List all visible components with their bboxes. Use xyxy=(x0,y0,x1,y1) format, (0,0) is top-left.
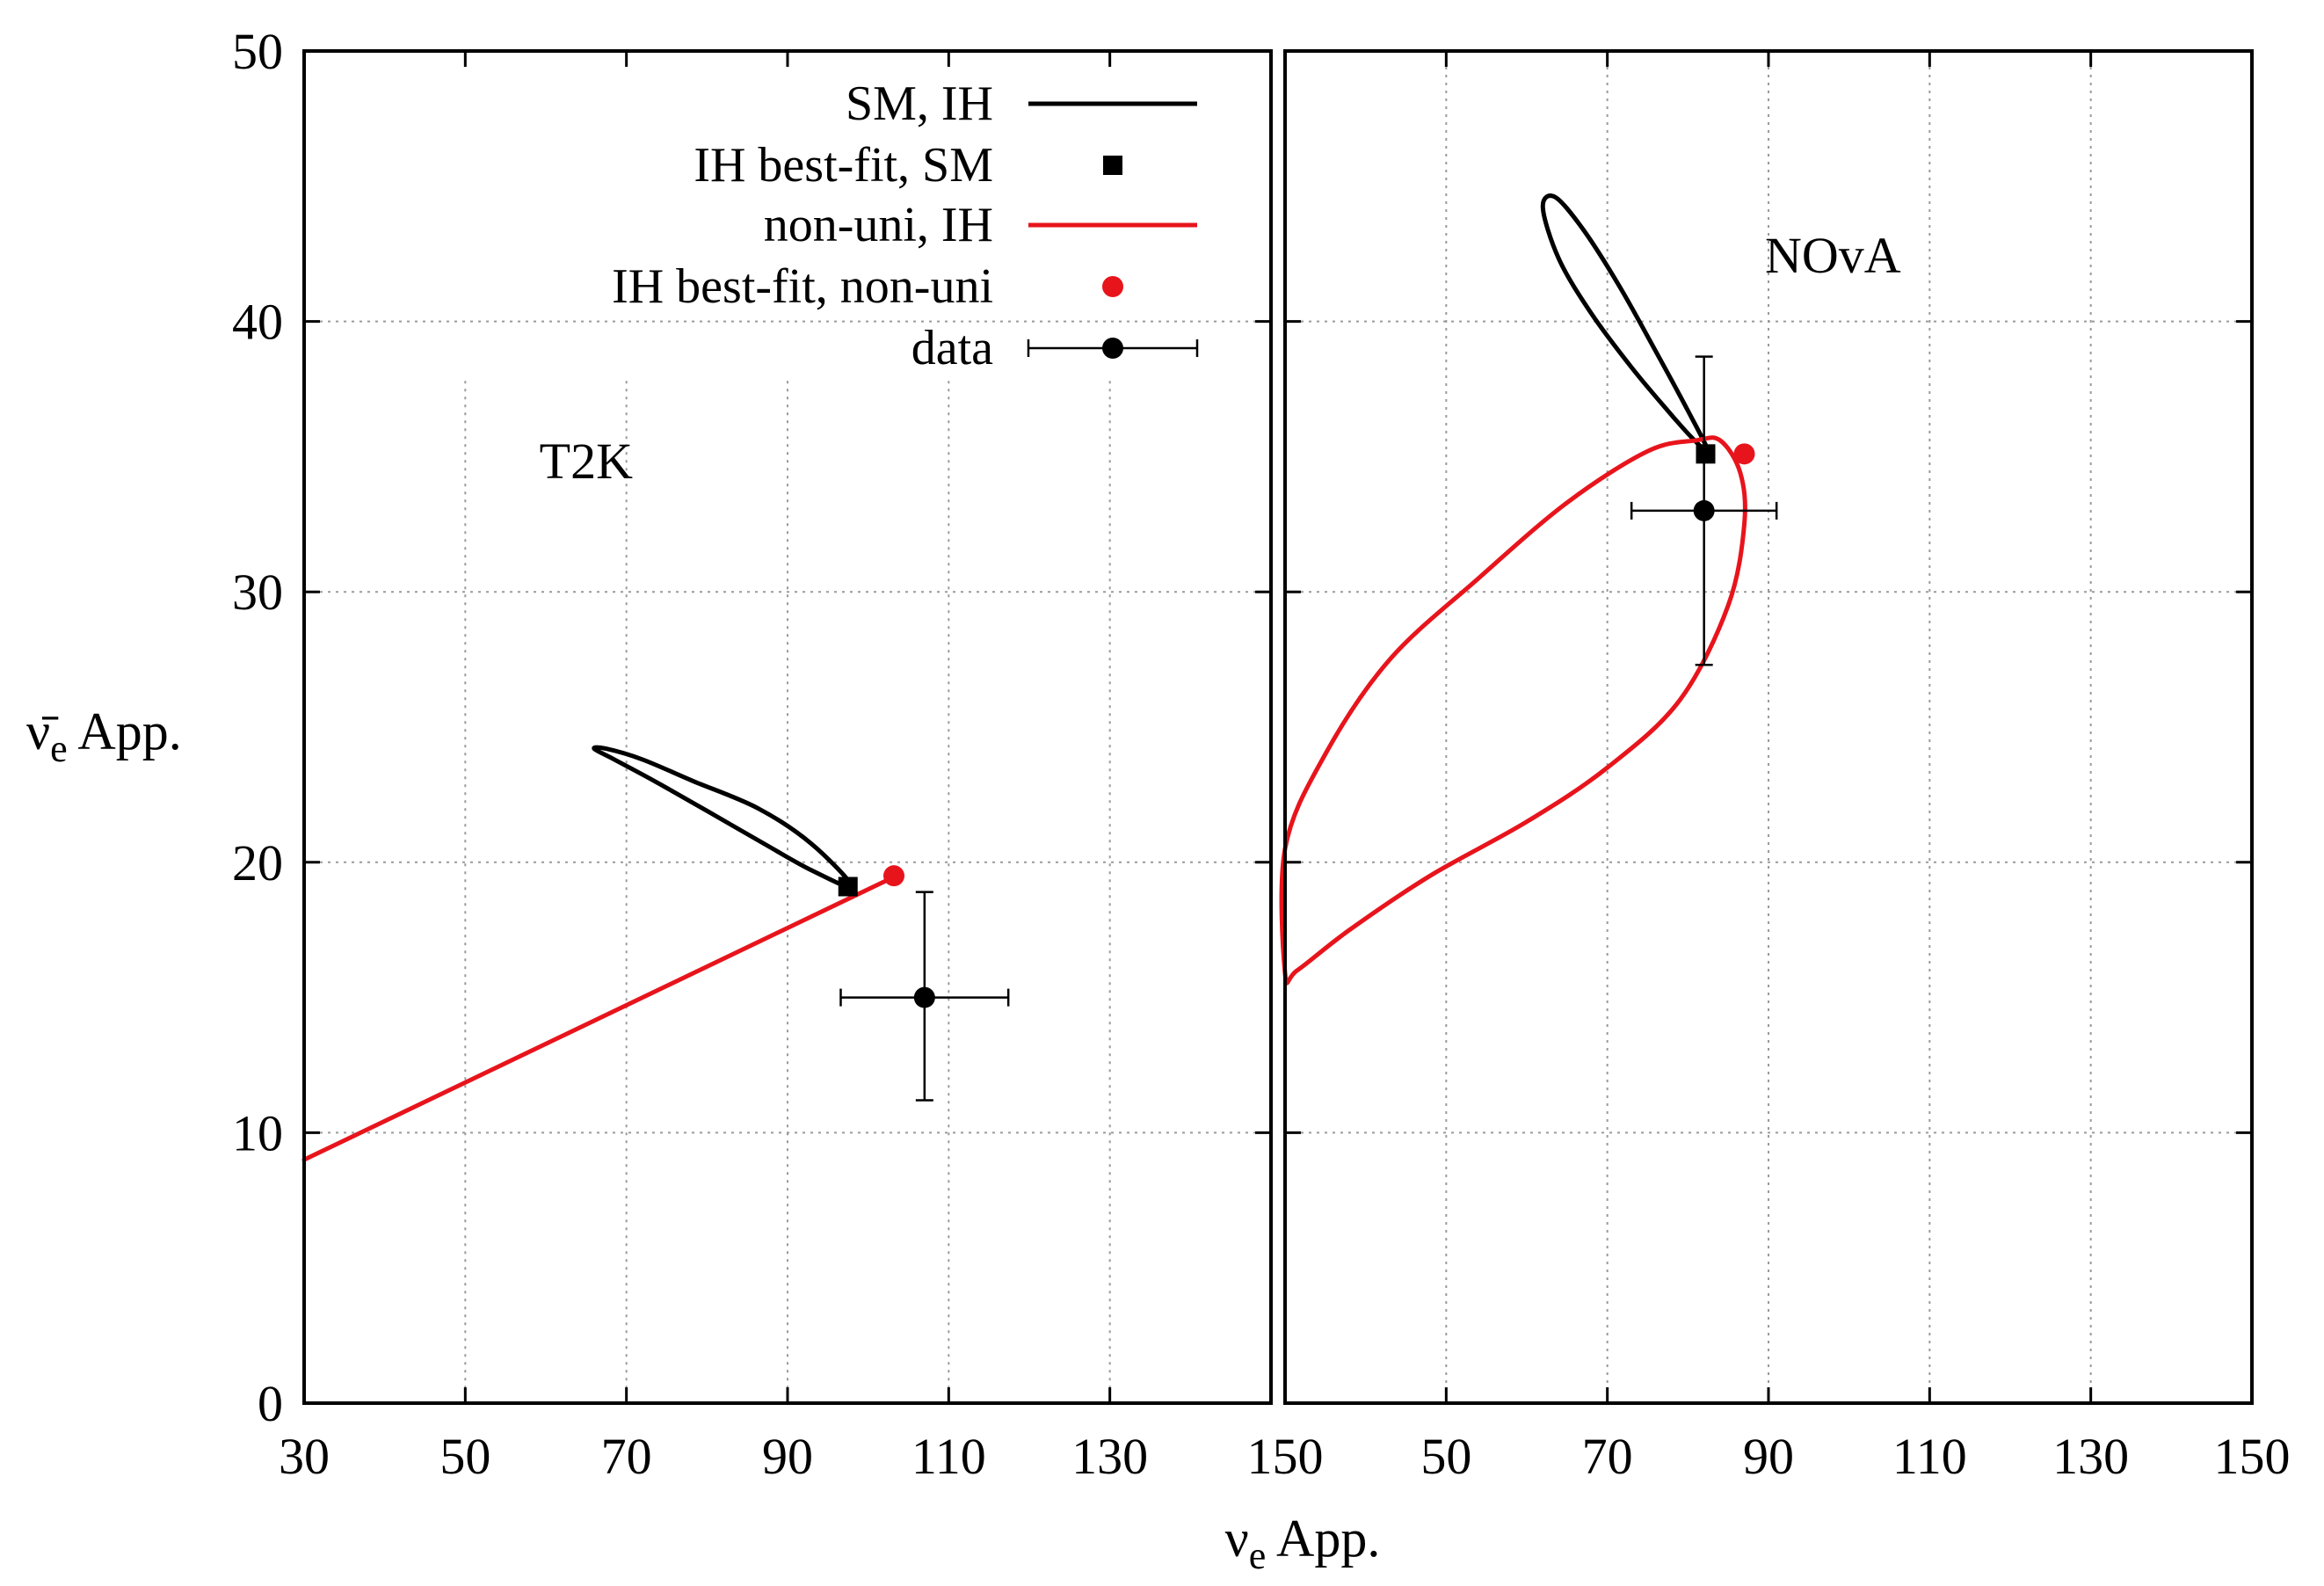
panel-nova-label: NOvA xyxy=(1765,227,1901,284)
legend-item-data: data xyxy=(911,321,1199,375)
panel-t2k-data-errorbar xyxy=(839,891,1010,1102)
panel-t2k-y-tick-label: 40 xyxy=(232,294,283,351)
panel-t2k-x-tick-label: 130 xyxy=(1071,1428,1148,1485)
panel-nova-frame xyxy=(1283,49,2254,1405)
y-axis-label-rest: App. xyxy=(68,702,182,760)
legend-errorbar-point xyxy=(1102,338,1123,359)
panel-t2k-frame xyxy=(302,49,1273,1405)
panel-t2k-sm-ih-closed-curve xyxy=(592,745,854,890)
legend-label: IH best-fit, SM xyxy=(694,138,993,193)
legend-item-ih-best-fit-non-uni: IH best-fit, non-uni xyxy=(612,259,1123,314)
panel-t2k-data-errorbar-point xyxy=(913,986,935,1008)
legend-label: IH best-fit, non-uni xyxy=(612,259,993,314)
legend-item-non-uni-ih: non-uni, IH xyxy=(764,198,1197,252)
data-layer xyxy=(301,193,1778,1162)
x-axis-label-rest: App. xyxy=(1266,1510,1380,1568)
legend-label: SM, IH xyxy=(846,76,993,131)
panel-t2k-y-tick-label: 30 xyxy=(232,564,283,621)
panel-nova-ih-best-fit-non-uni-marker-circle xyxy=(1733,443,1755,465)
panel-t2k-x-tick-label: 70 xyxy=(601,1428,652,1485)
y-axis-label-subscript: e xyxy=(50,727,68,770)
y-axis-label: ν̄e App. xyxy=(26,702,182,770)
panel-t2k-label: T2K xyxy=(540,433,633,490)
x-axis-label: νe App. xyxy=(1225,1510,1381,1577)
legend-item-sm-ih: SM, IH xyxy=(846,76,1197,131)
x-axis-label-subscript: e xyxy=(1249,1534,1267,1577)
legend-circle-swatch xyxy=(1102,276,1123,297)
legend-item-ih-best-fit-sm: IH best-fit, SM xyxy=(694,138,1122,193)
panel-t2k-x-tick-label: 30 xyxy=(279,1428,330,1485)
text-layer: 30 50 70 90 110 130 0 10 20 30 40 50 T2K 150 50 70 90 110… xyxy=(26,23,2291,1577)
panel-t2k-y-tick-label: 0 xyxy=(258,1375,283,1432)
panel-nova-data-errorbar-point xyxy=(1693,499,1715,521)
panel-nova-x-tick-label: 130 xyxy=(2052,1428,2129,1485)
panel-nova-data-errorbar xyxy=(1630,355,1778,666)
frame-layer xyxy=(302,49,2254,1405)
panel-t2k-y-tick-label: 20 xyxy=(232,834,283,891)
panel-t2k-ih-best-fit-sm-marker-square xyxy=(838,877,858,897)
panel-nova-sm-ih-closed-curve xyxy=(1540,193,1710,455)
panel-t2k-ih-best-fit-non-uni-marker-circle xyxy=(883,865,904,887)
legend-label: data xyxy=(911,321,993,375)
panel-nova-x-tick-label: 150 xyxy=(2214,1428,2291,1485)
panel-t2k-x-tick-label: 90 xyxy=(762,1428,813,1485)
legend-label: non-uni, IH xyxy=(764,198,993,252)
panel-nova-x-tick-label: 150 xyxy=(1247,1428,1324,1485)
grid-layer xyxy=(304,51,2252,1403)
panel-t2k-y-tick-label: 50 xyxy=(232,23,283,80)
x-axis-label-symbol: ν xyxy=(1225,1510,1249,1568)
panel-nova-ih-best-fit-sm-marker-square xyxy=(1696,444,1716,464)
panel-nova-x-tick-label: 90 xyxy=(1743,1428,1794,1485)
panel-nova-non-uni-ih-closed-curve xyxy=(1279,435,1747,986)
panel-t2k-y-tick-label: 10 xyxy=(232,1104,283,1161)
panel-nova-x-tick-label: 110 xyxy=(1892,1428,1967,1485)
legend-square-swatch xyxy=(1103,156,1122,175)
panel-nova-x-tick-label: 70 xyxy=(1582,1428,1633,1485)
panel-t2k-non-uni-ih-line xyxy=(301,873,899,1162)
panel-t2k-x-tick-label: 110 xyxy=(911,1428,986,1485)
panel-nova-x-tick-label: 50 xyxy=(1420,1428,1471,1485)
panel-t2k-x-tick-label: 50 xyxy=(439,1428,490,1485)
